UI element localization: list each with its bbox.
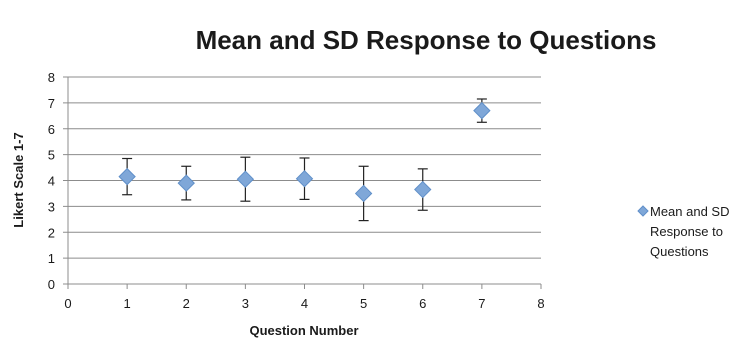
- y-axis-label: Likert Scale 1-7: [11, 132, 26, 227]
- axes: [63, 76, 542, 289]
- error-bars: [122, 98, 487, 222]
- data-point-q5: [354, 184, 373, 203]
- x-tick-label-7: 7: [478, 296, 485, 311]
- legend-label-line-1: Mean and SD: [650, 204, 730, 219]
- legend-label-line-2: Response to: [650, 224, 723, 239]
- x-tick-label-6: 6: [419, 296, 426, 311]
- data-point-q2: [177, 174, 195, 192]
- y-tick-label-5: 5: [48, 148, 55, 163]
- data-point-q7: [473, 101, 491, 120]
- x-tick-label-1: 1: [124, 296, 131, 311]
- legend: Mean and SD Response to Questions: [637, 204, 730, 259]
- x-tick-label-0: 0: [64, 296, 71, 311]
- x-tick-labels: 0 1 2 3 4 5 6 7 8: [64, 296, 544, 311]
- y-tick-label-3: 3: [48, 199, 55, 214]
- y-tick-label-4: 4: [48, 174, 55, 189]
- chart-title: Mean and SD Response to Questions: [196, 25, 657, 55]
- x-tick-label-5: 5: [360, 296, 367, 311]
- y-tick-label-0: 0: [48, 277, 55, 292]
- data-points: [118, 101, 491, 203]
- legend-label-line-3: Questions: [650, 244, 709, 259]
- data-point-q6: [414, 180, 432, 199]
- x-tick-label-4: 4: [301, 296, 308, 311]
- x-axis-label: Question Number: [249, 323, 358, 338]
- gridlines: [68, 76, 541, 259]
- data-point-q4: [295, 169, 314, 188]
- x-tick-label-2: 2: [183, 296, 190, 311]
- x-tick-label-8: 8: [537, 296, 544, 311]
- y-tick-label-7: 7: [48, 96, 55, 111]
- y-tick-label-1: 1: [48, 251, 55, 266]
- data-point-q3: [236, 170, 255, 188]
- x-tick-label-3: 3: [242, 296, 249, 311]
- y-tick-label-8: 8: [48, 70, 55, 85]
- y-tick-label-2: 2: [48, 225, 55, 240]
- y-tick-label-6: 6: [48, 122, 55, 137]
- y-tick-labels: 0 1 2 3 4 5 6 7 8: [48, 70, 55, 292]
- data-point-q1: [118, 167, 136, 186]
- legend-marker: [637, 205, 649, 217]
